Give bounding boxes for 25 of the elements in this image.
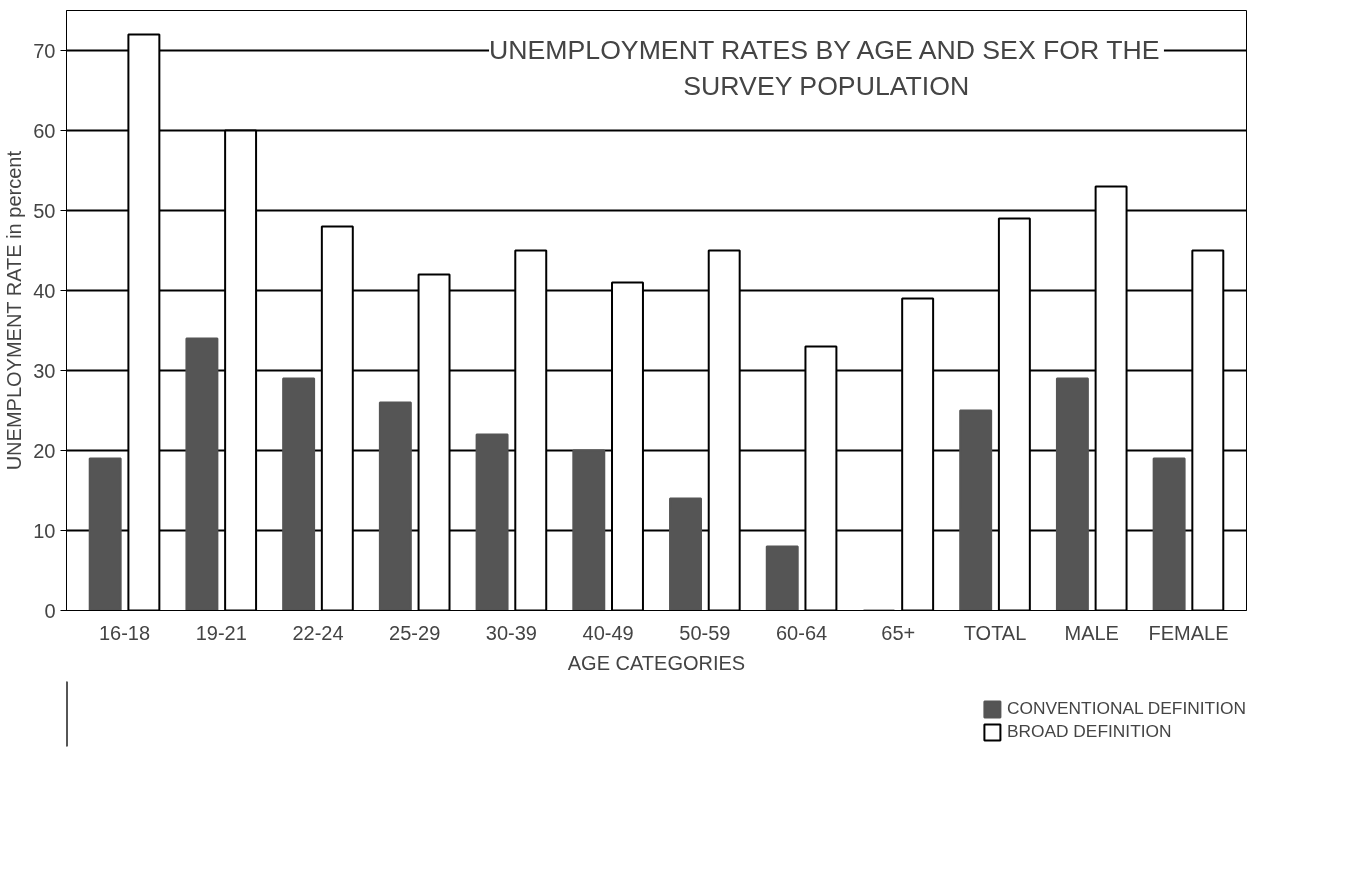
x-tick-label: 30-39 [485, 621, 537, 644]
legend-label: BROAD DEFINITION [1006, 721, 1172, 742]
legend-label: CONVENTIONAL DEFINITION [1006, 698, 1246, 719]
y-tick-label: 40 [33, 279, 56, 302]
y-tick-label: 20 [33, 439, 56, 462]
x-tick-label: MALE [1064, 621, 1119, 644]
x-tick-label: TOTAL [963, 621, 1027, 644]
text: UNEMPLOYMENT RATES BY AGE AND SEX FOR THE SURVEY POPULATION [489, 34, 1160, 101]
y-axis-title: UNEMPLOYMENT RATE in percent [3, 150, 26, 471]
x-tick-label: 19-21 [195, 621, 247, 644]
x-tick-label: 40-49 [582, 621, 634, 644]
y-tick-label: 70 [33, 39, 56, 62]
y-tick-label: 60 [33, 119, 56, 142]
x-tick-label: FEMALE [1148, 621, 1229, 644]
y-tick-label: 0 [44, 599, 56, 622]
y-tick-label: 10 [33, 519, 56, 542]
y-tick-label: 30 [33, 359, 56, 382]
x-tick-label: 65+ [881, 621, 916, 644]
x-tick-label: 60-64 [776, 621, 828, 644]
x-axis-title: AGE CATEGORIES [567, 651, 746, 674]
x-tick-label: 22-24 [292, 621, 344, 644]
y-tick-label: 50 [33, 199, 56, 222]
x-tick-label: 25-29 [389, 621, 441, 644]
x-tick-label: 50-59 [679, 621, 731, 644]
x-tick-label: 16-18 [98, 621, 151, 644]
